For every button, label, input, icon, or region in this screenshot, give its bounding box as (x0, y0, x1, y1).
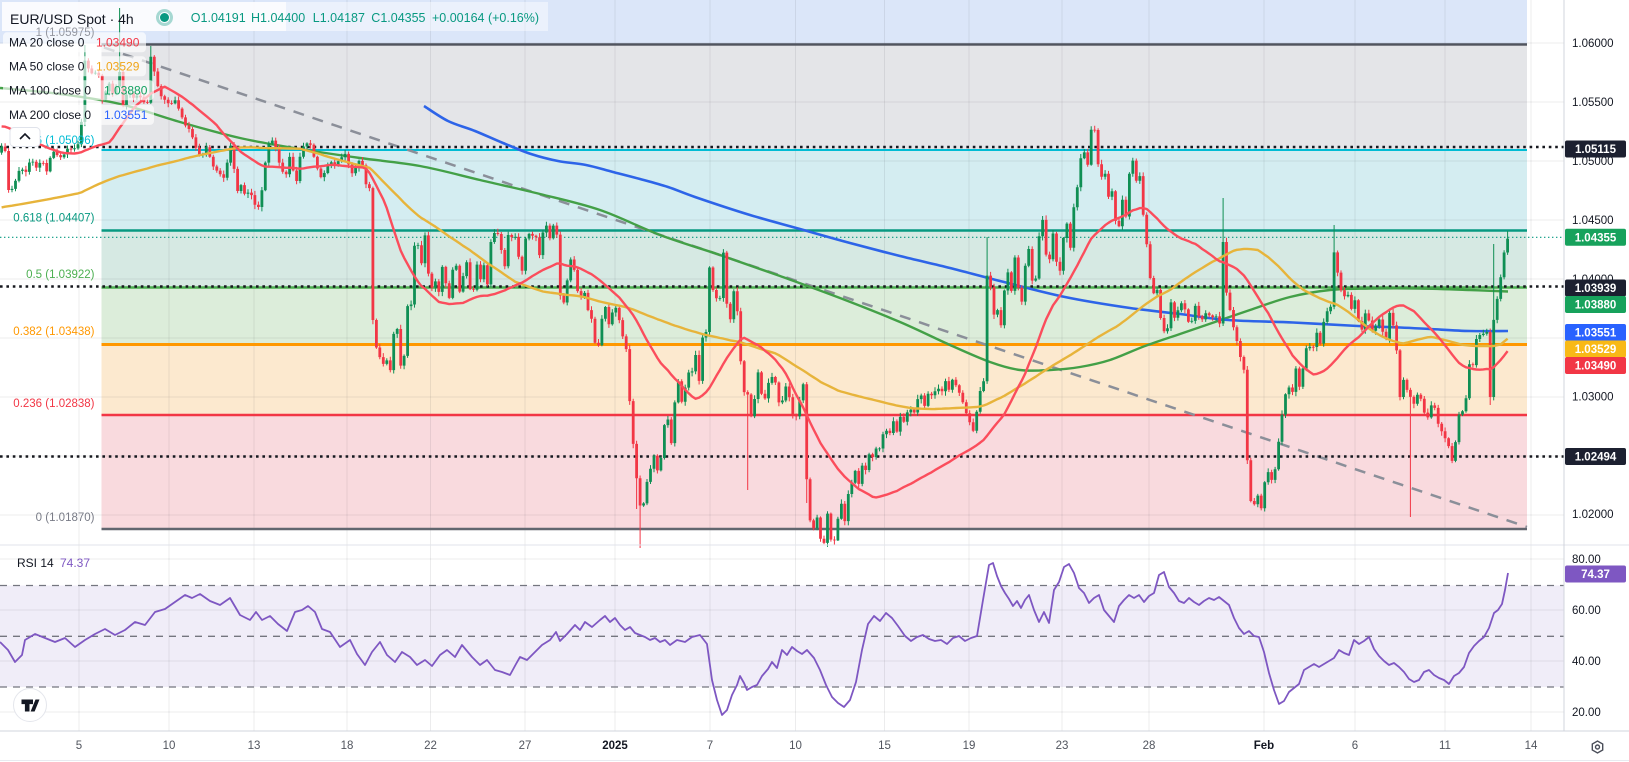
svg-text:MA 20 close 0: MA 20 close 0 (9, 36, 85, 50)
svg-text:1.06000: 1.06000 (1572, 38, 1614, 50)
svg-text:1.03880: 1.03880 (104, 83, 148, 97)
svg-text:1.03490: 1.03490 (96, 36, 140, 50)
svg-text:1.03551: 1.03551 (1575, 328, 1617, 340)
svg-text:10: 10 (163, 740, 176, 752)
svg-text:0.236 (1.02838): 0.236 (1.02838) (13, 398, 94, 410)
svg-text:C1.04355: C1.04355 (371, 11, 425, 25)
svg-text:O1.04191: O1.04191 (191, 11, 246, 25)
svg-text:1.03490: 1.03490 (1575, 361, 1617, 373)
svg-text:74.37: 74.37 (1581, 569, 1610, 581)
svg-text:7: 7 (707, 740, 713, 752)
svg-text:2025: 2025 (602, 740, 628, 752)
svg-text:22: 22 (424, 740, 437, 752)
svg-text:6: 6 (1352, 740, 1358, 752)
svg-text:L1.04187: L1.04187 (313, 11, 365, 25)
svg-text:+0.00164 (+0.16%): +0.00164 (+0.16%) (432, 11, 539, 25)
svg-text:EUR/USD Spot · 4h: EUR/USD Spot · 4h (10, 11, 134, 27)
svg-text:1.03880: 1.03880 (1575, 300, 1617, 312)
svg-text:H1.04400: H1.04400 (251, 11, 305, 25)
svg-text:11: 11 (1439, 740, 1451, 752)
svg-text:19: 19 (963, 740, 976, 752)
svg-text:1.05500: 1.05500 (1572, 97, 1614, 109)
svg-text:28: 28 (1143, 740, 1156, 752)
svg-text:60.00: 60.00 (1572, 605, 1601, 617)
svg-text:20.00: 20.00 (1572, 707, 1601, 719)
svg-text:1.04500: 1.04500 (1572, 215, 1614, 227)
svg-text:MA 50 close 0: MA 50 close 0 (9, 60, 85, 74)
svg-text:13: 13 (248, 740, 261, 752)
svg-text:1.03939: 1.03939 (1575, 283, 1617, 295)
svg-text:1.03551: 1.03551 (104, 108, 148, 122)
svg-text:14: 14 (1525, 740, 1538, 752)
svg-text:1.02494: 1.02494 (1575, 452, 1617, 464)
svg-text:40.00: 40.00 (1572, 656, 1601, 668)
svg-text:15: 15 (878, 740, 891, 752)
svg-text:1.03529: 1.03529 (96, 60, 140, 74)
svg-text:1 (1.05975): 1 (1.05975) (36, 27, 95, 39)
svg-text:27: 27 (519, 740, 532, 752)
svg-text:1.05115: 1.05115 (1575, 144, 1617, 156)
svg-text:5: 5 (76, 740, 82, 752)
svg-text:80.00: 80.00 (1572, 554, 1601, 566)
svg-text:0.618 (1.04407): 0.618 (1.04407) (13, 213, 94, 225)
svg-text:10: 10 (789, 740, 802, 752)
svg-text:1.02000: 1.02000 (1572, 509, 1614, 521)
svg-text:MA 200 close 0: MA 200 close 0 (9, 108, 91, 122)
svg-text:MA 100 close 0: MA 100 close 0 (9, 83, 91, 97)
svg-text:0.5 (1.03922): 0.5 (1.03922) (26, 269, 95, 281)
svg-text:1.03529: 1.03529 (1575, 344, 1617, 356)
svg-text:1.04355: 1.04355 (1575, 232, 1617, 244)
svg-text:18: 18 (341, 740, 354, 752)
svg-text:Feb: Feb (1254, 740, 1274, 752)
svg-text:74.37: 74.37 (60, 556, 90, 570)
svg-text:RSI 14: RSI 14 (17, 556, 54, 570)
svg-text:0 (1.01870): 0 (1.01870) (36, 512, 95, 524)
svg-text:1.03000: 1.03000 (1572, 392, 1614, 404)
svg-text:23: 23 (1056, 740, 1069, 752)
svg-text:0.382 (1.03438): 0.382 (1.03438) (13, 326, 94, 338)
svg-text:1.05000: 1.05000 (1572, 156, 1614, 168)
